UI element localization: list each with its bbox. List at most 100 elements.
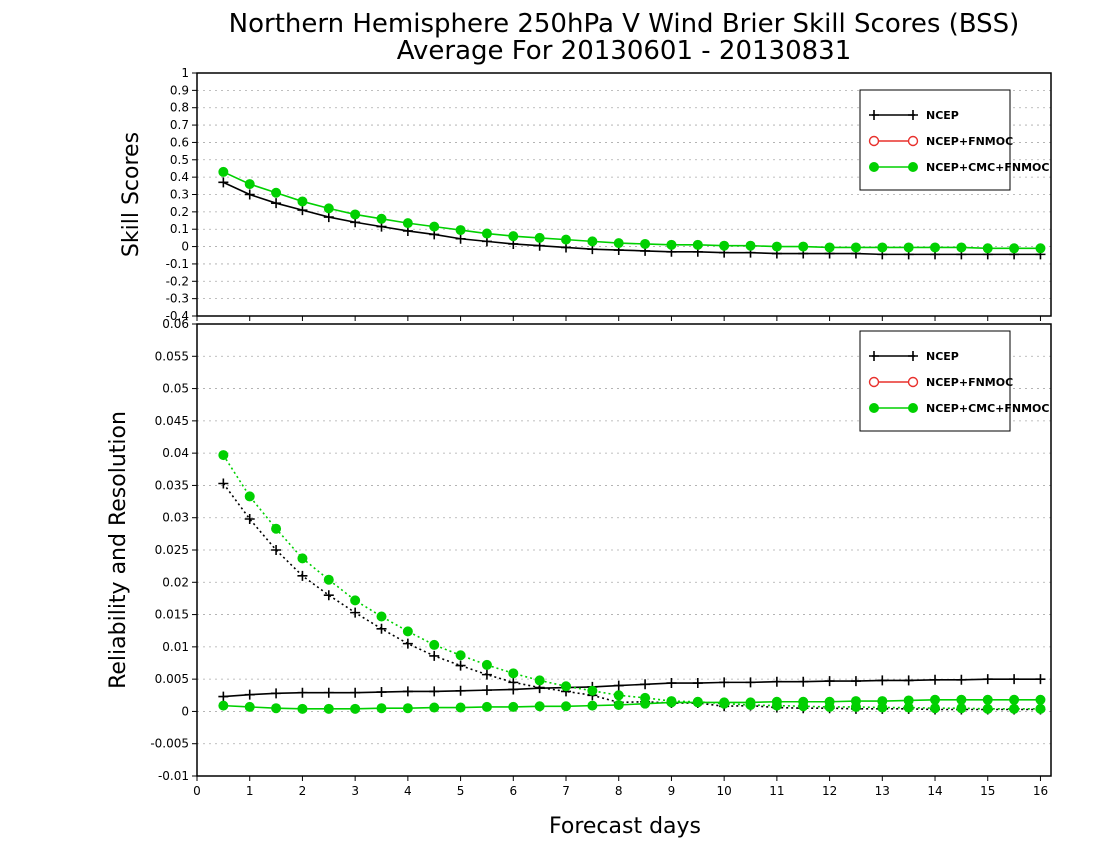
data-point-cmc bbox=[587, 700, 598, 711]
data-point-ncep bbox=[903, 675, 914, 686]
data-point-ncep bbox=[297, 687, 308, 698]
data-point-cmc bbox=[323, 203, 334, 214]
data-point-cmc bbox=[956, 242, 967, 253]
data-point-ncep bbox=[481, 669, 492, 680]
data-point-ncep bbox=[850, 676, 861, 687]
data-point-cmc bbox=[323, 703, 334, 714]
data-point-cmc bbox=[218, 450, 229, 461]
y-tick-label: -0.2 bbox=[166, 274, 189, 288]
data-point-cmc bbox=[850, 242, 861, 253]
data-point-cmc bbox=[429, 221, 440, 232]
data-point-cmc bbox=[376, 703, 387, 714]
x-tick-label: 3 bbox=[351, 784, 359, 798]
data-point-ncep bbox=[244, 189, 255, 200]
data-point-cmc bbox=[824, 242, 835, 253]
legend-marker bbox=[908, 351, 918, 361]
data-point-cmc bbox=[719, 698, 730, 709]
y-tick-label: 0.04 bbox=[162, 446, 189, 460]
y-tick-label: -0.4 bbox=[166, 309, 189, 323]
data-point-ncep bbox=[930, 674, 941, 685]
y-tick-label: 0.3 bbox=[170, 188, 189, 202]
data-point-cmc bbox=[640, 692, 651, 703]
data-point-cmc bbox=[824, 701, 835, 712]
data-point-cmc bbox=[956, 703, 967, 714]
data-point-cmc bbox=[692, 239, 703, 250]
data-point-cmc bbox=[850, 701, 861, 712]
data-point-cmc bbox=[1009, 243, 1020, 254]
legend-marker bbox=[869, 162, 879, 172]
data-point-ncep bbox=[218, 177, 229, 188]
data-point-cmc bbox=[745, 240, 756, 251]
skill-scores-panel: -0.4 -0.3 -0.2 -0.1 0 0.1 0.2 0.3 0.4 0.5 0.6 0.7 0.… bbox=[119, 66, 1052, 323]
y-tick-label: 0.025 bbox=[155, 543, 189, 557]
data-point-ncep bbox=[323, 590, 334, 601]
data-point-cmc bbox=[271, 523, 282, 534]
x-tick-label: 4 bbox=[404, 784, 412, 798]
legend-entry: NCEP+CMC+FNMOC bbox=[926, 161, 1049, 174]
chart-title-line1: Northern Hemisphere 250hPa V Wind Brier … bbox=[229, 9, 1020, 39]
y-tick-label: -0.3 bbox=[166, 292, 189, 306]
data-point-cmc bbox=[930, 703, 941, 714]
y-tick-label: 0.035 bbox=[155, 478, 189, 492]
data-point-cmc bbox=[244, 491, 255, 502]
data-point-cmc bbox=[666, 696, 677, 707]
data-point-cmc bbox=[402, 218, 413, 229]
data-point-cmc bbox=[350, 209, 361, 220]
y-tick-label: 0.03 bbox=[162, 511, 189, 525]
y-tick-label: 0.055 bbox=[155, 349, 189, 363]
data-point-cmc bbox=[877, 242, 888, 253]
data-point-cmc bbox=[587, 685, 598, 696]
data-point-cmc bbox=[429, 639, 440, 650]
series-line-ncep-dotted bbox=[222, 483, 1041, 711]
data-point-cmc bbox=[1035, 694, 1046, 705]
data-point-ncep bbox=[350, 607, 361, 618]
x-tick-label: 8 bbox=[615, 784, 623, 798]
data-point-ncep bbox=[613, 680, 624, 691]
legend-entry: NCEP+FNMOC bbox=[926, 135, 1013, 148]
data-point-ncep bbox=[376, 687, 387, 698]
data-point-ncep bbox=[1035, 674, 1046, 685]
legend-entry: NCEP+CMC+FNMOC bbox=[926, 402, 1049, 415]
y-tick-label: 0.005 bbox=[155, 672, 189, 686]
data-point-cmc bbox=[1035, 243, 1046, 254]
data-point-cmc bbox=[508, 668, 519, 679]
y-axis-label: Reliability and Resolution bbox=[106, 411, 131, 689]
data-point-cmc bbox=[666, 239, 677, 250]
data-point-ncep bbox=[271, 688, 282, 699]
data-point-cmc bbox=[982, 694, 993, 705]
data-point-cmc bbox=[613, 690, 624, 701]
data-point-ncep bbox=[402, 686, 413, 697]
data-point-ncep bbox=[218, 478, 229, 489]
data-point-cmc bbox=[982, 243, 993, 254]
y-tick-label: 0.8 bbox=[170, 101, 189, 115]
data-point-ncep bbox=[745, 677, 756, 688]
legend-marker bbox=[868, 135, 880, 147]
data-point-ncep bbox=[218, 691, 229, 702]
x-tick-label: 5 bbox=[457, 784, 465, 798]
legend-marker bbox=[908, 110, 918, 120]
data-point-cmc bbox=[244, 701, 255, 712]
legend-entry: NCEP bbox=[926, 350, 959, 363]
data-point-ncep bbox=[956, 674, 967, 685]
data-point-cmc bbox=[481, 659, 492, 670]
data-point-ncep bbox=[719, 677, 730, 688]
data-point-cmc bbox=[613, 699, 624, 710]
data-point-cmc bbox=[1035, 703, 1046, 714]
y-tick-label: 0 bbox=[181, 704, 189, 718]
data-point-cmc bbox=[350, 595, 361, 606]
data-point-ncep bbox=[402, 638, 413, 649]
x-tick-label: 2 bbox=[299, 784, 307, 798]
data-point-cmc bbox=[1009, 703, 1020, 714]
x-tick-label: 13 bbox=[875, 784, 890, 798]
x-tick-label: 7 bbox=[562, 784, 570, 798]
data-point-cmc bbox=[481, 701, 492, 712]
y-tick-label: 0.9 bbox=[170, 83, 189, 97]
x-tick-label: 14 bbox=[927, 784, 942, 798]
y-tick-label: 0.015 bbox=[155, 608, 189, 622]
legend: NCEP NCEP+FNMOC NCEP+CMC+FNMOC bbox=[859, 89, 1049, 191]
y-tick-label: -0.005 bbox=[150, 737, 189, 751]
data-point-cmc bbox=[877, 702, 888, 713]
data-point-cmc bbox=[534, 675, 545, 686]
x-tick-label: 10 bbox=[717, 784, 732, 798]
